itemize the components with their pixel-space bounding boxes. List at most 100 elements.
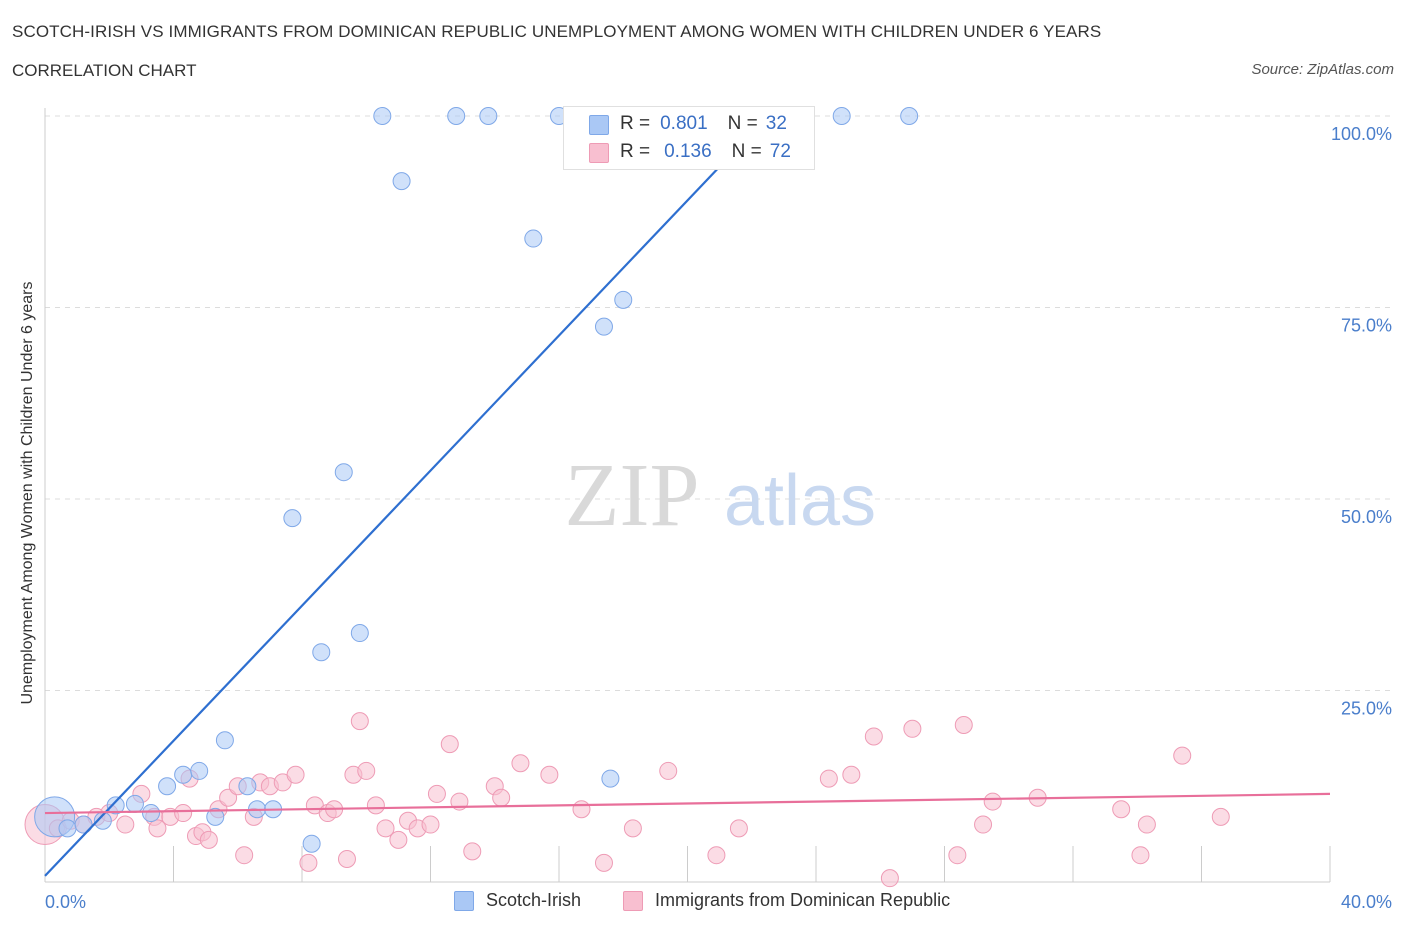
x-tick-label: 0.0% [45,892,86,912]
data-point-dominican [299,853,318,872]
data-point-dominican [286,765,305,784]
data-point-dominican [659,761,678,780]
r-value: 0.801 [660,113,708,134]
data-point-dominican [819,769,838,788]
r-value: 0.136 [664,141,712,162]
data-point-scotch-irish [900,107,919,125]
data-point-dominican [366,796,385,815]
data-point-dominican [116,815,135,834]
x-tick-label: 40.0% [1341,892,1392,912]
data-point-dominican [337,850,356,869]
data-point-dominican [983,792,1002,811]
data-point-dominican [511,754,530,773]
data-point-dominican [148,819,167,838]
data-point-scotch-irish [58,819,77,838]
data-point-scotch-irish [594,317,613,336]
legend-swatch-scotch-irish [454,890,474,911]
data-point-dominican [235,846,254,865]
n-label: N = [727,113,758,134]
data-point-dominican [1173,746,1192,765]
data-point-dominican [974,815,993,834]
data-point-scotch-irish [238,777,257,796]
data-point-dominican [954,715,973,734]
data-point-dominican [492,788,511,807]
data-point-dominican [842,765,861,784]
data-point-scotch-irish [392,172,411,191]
data-point-scotch-irish [601,769,620,788]
data-point-scotch-irish [158,777,177,796]
data-point-dominican [623,819,642,838]
data-point-scotch-irish [190,761,209,780]
y-tick-label: 100.0% [1331,124,1392,144]
data-point-dominican [1112,800,1131,819]
legend-label-scotch-irish: Scotch-Irish [486,890,582,910]
data-point-dominican [199,830,218,849]
chart-title: SCOTCH-IRISH VS IMMIGRANTS FROM DOMINICA… [12,22,1102,41]
data-point-scotch-irish [334,463,353,482]
stats-legend: R = 0.801 N = 32 R = 0.136 N = 72 [563,106,815,170]
data-point-scotch-irish [447,107,466,125]
legend-item-scotch-irish[interactable]: Scotch-Irish [454,890,581,911]
data-point-dominican [174,804,193,823]
data-point-dominican [463,842,482,861]
n-label: N = [731,141,762,162]
data-point-dominican [948,846,967,865]
data-point-scotch-irish [524,229,543,248]
data-point-dominican [376,819,395,838]
n-value: 72 [769,141,791,162]
legend-swatch-dominican [589,143,609,163]
trend-line-scotch-irish [44,115,769,877]
data-points [24,107,1230,888]
data-point-dominican [1211,807,1230,826]
data-point-dominican [421,815,440,834]
data-point-dominican [427,784,446,803]
n-value: 32 [765,113,787,134]
data-point-scotch-irish [832,107,851,125]
data-point-scotch-irish [614,290,633,309]
data-point-dominican [707,846,726,865]
data-point-dominican [729,819,748,838]
data-point-scotch-irish [142,804,161,823]
data-point-dominican [572,800,591,819]
r-label: R = [620,113,651,134]
watermark: ZIP atlas [565,446,877,545]
legend-swatch-scotch-irish [589,115,609,135]
legend-label-dominican: Immigrants from Dominican Republic [655,890,951,910]
data-point-dominican [219,788,238,807]
watermark-atlas: atlas [724,461,876,541]
watermark-zip: ZIP [565,446,700,545]
chart-source: Source: ZipAtlas.com [1251,61,1394,78]
data-point-dominican [594,853,613,872]
data-point-scotch-irish [479,107,498,125]
data-point-scotch-irish [350,624,369,643]
chart-subtitle: CORRELATION CHART [12,61,197,80]
data-point-dominican [389,830,408,849]
trend-line-dominican [44,792,1331,815]
data-point-scotch-irish [312,643,331,662]
y-tick-label: 50.0% [1341,507,1392,527]
stats-row-dominican: R = 0.136 N = 72 [589,140,791,164]
data-point-scotch-irish [106,796,125,815]
r-label: R = [620,141,651,162]
data-point-dominican [357,761,376,780]
data-point-dominican [540,765,559,784]
legend-item-dominican[interactable]: Immigrants from Dominican Republic [623,890,950,911]
trend-lines [44,115,1331,877]
data-point-dominican [903,719,922,738]
x-tick-labels: 0.0% 40.0% [45,892,1392,912]
data-point-scotch-irish [74,815,93,834]
stats-row-scotch-irish: R = 0.801 N = 32 [589,112,787,136]
data-point-dominican [1131,846,1150,865]
series-legend: Scotch-Irish Immigrants from Dominican R… [0,890,1406,914]
data-point-scotch-irish [206,807,225,826]
data-point-dominican [350,712,369,731]
data-point-dominican [864,727,883,746]
data-point-scotch-irish [174,765,193,784]
data-point-scotch-irish [373,107,392,125]
data-point-dominican [880,869,899,888]
data-point-scotch-irish [125,794,144,813]
data-point-dominican [440,735,459,754]
data-point-scotch-irish [302,834,321,853]
y-tick-label: 75.0% [1341,316,1392,336]
